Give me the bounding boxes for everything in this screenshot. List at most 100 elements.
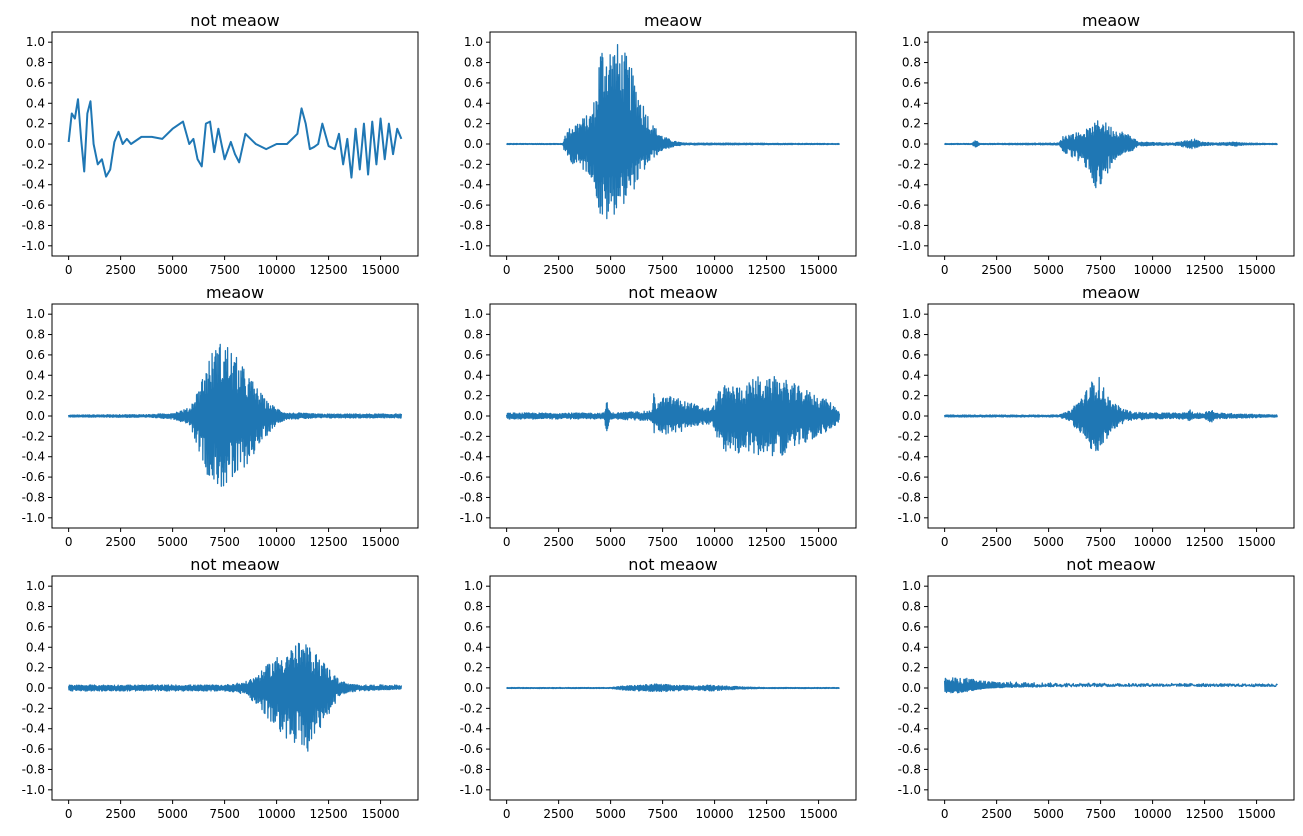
y-tick-label: -0.6 xyxy=(460,470,483,484)
y-tick-label: -0.6 xyxy=(22,470,45,484)
y-tick-label: 0.4 xyxy=(26,368,45,382)
x-tick-label: 2500 xyxy=(981,535,1012,549)
x-tick-label: 2500 xyxy=(981,263,1012,277)
y-tick-label: 1.0 xyxy=(902,307,921,321)
waveform-line xyxy=(944,376,1278,452)
subplot-title: meaow xyxy=(644,11,702,30)
y-tick-label: -0.4 xyxy=(22,722,45,736)
y-tick-label: -1.0 xyxy=(460,511,483,525)
x-tick-label: 15000 xyxy=(799,807,837,821)
x-tick-label: 15000 xyxy=(361,263,399,277)
x-tick-label: 5000 xyxy=(595,807,626,821)
subplot-title: not meaow xyxy=(190,11,279,30)
x-tick-label: 10000 xyxy=(695,535,733,549)
x-tick-label: 2500 xyxy=(543,807,574,821)
y-tick-label: 0.6 xyxy=(902,348,921,362)
y-tick-label: -0.4 xyxy=(898,722,921,736)
x-tick-label: 7500 xyxy=(1085,263,1116,277)
y-tick-label: -1.0 xyxy=(22,783,45,797)
y-tick-label: 0.4 xyxy=(902,96,921,110)
x-tick-label: 0 xyxy=(503,535,511,549)
x-tick-label: 5000 xyxy=(1033,807,1064,821)
y-tick-label: 0.6 xyxy=(902,76,921,90)
y-tick-label: 0.2 xyxy=(464,661,483,675)
y-tick-label: -1.0 xyxy=(22,239,45,253)
waveform-line xyxy=(505,376,841,457)
subplot-title: meaow xyxy=(206,283,264,302)
y-tick-label: 1.0 xyxy=(464,35,483,49)
y-tick-label: 0.8 xyxy=(26,328,45,342)
subplot-7: not meaow 1.0 0.8 0.6 0.4 0.2 0.0 -0.2 -0.4 -0.6 -… xyxy=(22,555,419,821)
x-tick-label: 10000 xyxy=(257,535,295,549)
y-tick-label: -0.2 xyxy=(22,157,45,171)
y-tick-label: 1.0 xyxy=(464,579,483,593)
y-tick-label: -0.8 xyxy=(460,218,483,232)
y-tick-label: -0.4 xyxy=(22,450,45,464)
y-tick-label: -0.8 xyxy=(460,490,483,504)
x-tick-label: 12500 xyxy=(309,263,347,277)
y-tick-label: -0.8 xyxy=(898,218,921,232)
waveform-line xyxy=(506,43,840,220)
y-tick-label: -0.4 xyxy=(460,178,483,192)
y-tick-label: 1.0 xyxy=(26,579,45,593)
x-tick-label: 5000 xyxy=(1033,535,1064,549)
subplot-title: not meaow xyxy=(628,283,717,302)
y-tick-label: 0.2 xyxy=(26,661,45,675)
y-tick-label: -0.8 xyxy=(22,218,45,232)
y-tick-label: 0.4 xyxy=(26,640,45,654)
x-tick-label: 7500 xyxy=(647,535,678,549)
y-tick-label: -0.6 xyxy=(22,742,45,756)
x-tick-label: 0 xyxy=(65,263,73,277)
x-tick-label: 15000 xyxy=(799,263,837,277)
y-tick-label: -0.8 xyxy=(898,762,921,776)
y-tick-label: 0.4 xyxy=(26,96,45,110)
waveform-line xyxy=(506,683,840,693)
y-tick-label: 0.6 xyxy=(26,76,45,90)
x-tick-label: 2500 xyxy=(105,535,136,549)
x-tick-label: 5000 xyxy=(1033,263,1064,277)
subplot-title: not meaow xyxy=(1066,555,1155,574)
subplot-2: meaow 1.0 0.8 0.6 0.4 0.2 0.0 -0.2 -0.4 -0.6 -0.8 -… xyxy=(460,11,857,277)
y-tick-label: -0.4 xyxy=(898,178,921,192)
subplot-title: not meaow xyxy=(190,555,279,574)
x-tick-label: 12500 xyxy=(1185,807,1223,821)
axes-frame xyxy=(51,31,419,257)
subplot-title: not meaow xyxy=(628,555,717,574)
y-tick-label: 1.0 xyxy=(26,307,45,321)
x-tick-label: 15000 xyxy=(1237,807,1275,821)
x-tick-label: 10000 xyxy=(1133,807,1171,821)
x-tick-label: 12500 xyxy=(309,535,347,549)
waveform-line xyxy=(67,98,403,179)
waveform-line xyxy=(67,642,403,752)
y-tick-label: 1.0 xyxy=(902,35,921,49)
x-tick-label: 0 xyxy=(65,535,73,549)
x-tick-label: 12500 xyxy=(1185,263,1223,277)
x-tick-label: 7500 xyxy=(209,807,240,821)
y-tick-label: -0.4 xyxy=(460,450,483,464)
y-tick-label: 0.6 xyxy=(464,348,483,362)
y-tick-label: 0.2 xyxy=(26,117,45,131)
y-tick-label: 0.0 xyxy=(464,409,483,423)
y-tick-label: 1.0 xyxy=(464,307,483,321)
y-tick-label: 0.8 xyxy=(902,328,921,342)
x-tick-label: 7500 xyxy=(209,535,240,549)
x-tick-label: 2500 xyxy=(543,263,574,277)
x-tick-label: 10000 xyxy=(257,807,295,821)
x-tick-label: 5000 xyxy=(157,263,188,277)
y-tick-label: 0.4 xyxy=(464,640,483,654)
x-tick-label: 2500 xyxy=(981,807,1012,821)
y-tick-label: 0.0 xyxy=(902,137,921,151)
y-tick-label: -0.4 xyxy=(22,178,45,192)
x-tick-label: 5000 xyxy=(595,535,626,549)
subplot-title: meaow xyxy=(1082,11,1140,30)
x-tick-label: 7500 xyxy=(647,263,678,277)
y-tick-label: -0.8 xyxy=(460,762,483,776)
y-tick-label: 0.0 xyxy=(902,681,921,695)
x-tick-label: 7500 xyxy=(1085,535,1116,549)
y-tick-label: -0.4 xyxy=(898,450,921,464)
y-tick-label: -0.2 xyxy=(22,701,45,715)
x-tick-label: 7500 xyxy=(209,263,240,277)
y-tick-label: 0.8 xyxy=(902,56,921,70)
y-tick-label: 0.2 xyxy=(464,117,483,131)
